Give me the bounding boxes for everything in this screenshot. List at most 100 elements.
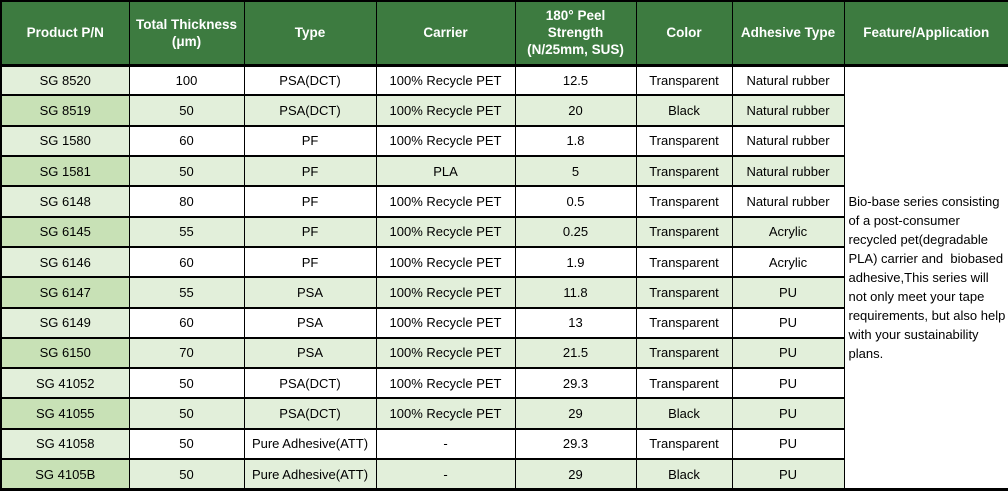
cell-peel-strength: 5 — [514, 154, 637, 188]
cell-carrier: 100% Recycle PET — [375, 245, 516, 279]
cell-product-pn: SG 6150 — [0, 336, 130, 370]
cell-peel-strength: 29 — [514, 397, 637, 430]
cell-carrier: 100% Recycle PET — [375, 276, 516, 309]
cell-color: Transparent — [635, 276, 733, 309]
cell-peel-strength: 0.5 — [514, 185, 637, 218]
cell-type: PSA — [243, 336, 377, 370]
cell-carrier: - — [375, 427, 516, 461]
cell-product-pn: SG 4105B — [0, 458, 130, 491]
col-header-product-pn: Product P/N — [0, 0, 130, 67]
cell-carrier: 100% Recycle PET — [375, 397, 516, 430]
table-row: SG 1581 50 PF PLA 5 Transparent Natural … — [0, 154, 1008, 188]
table-row: SG 6149 60 PSA 100% Recycle PET 13 Trans… — [0, 306, 1008, 339]
cell-type: PF — [243, 215, 377, 248]
cell-carrier: 100% Recycle PET — [375, 215, 516, 248]
cell-adhesive-type: Natural rubber — [731, 124, 845, 157]
cell-carrier: 100% Recycle PET — [375, 367, 516, 400]
table-row: SG 4105B 50 Pure Adhesive(ATT) - 29 Blac… — [0, 458, 1008, 491]
cell-product-pn: SG 1581 — [0, 154, 130, 188]
cell-adhesive-type: PU — [731, 367, 845, 400]
table-row: SG 41055 50 PSA(DCT) 100% Recycle PET 29… — [0, 397, 1008, 430]
table-row: SG 8520 100 PSA(DCT) 100% Recycle PET 12… — [0, 63, 1008, 491]
cell-peel-strength: 29.3 — [514, 427, 637, 461]
table-row: SG 6145 55 PF 100% Recycle PET 0.25 Tran… — [0, 215, 1008, 248]
cell-adhesive-type: Natural rubber — [731, 94, 845, 127]
cell-type: PSA(DCT) — [243, 94, 377, 127]
cell-thickness: 50 — [128, 397, 245, 430]
cell-product-pn: SG 1580 — [0, 124, 130, 157]
cell-color: Transparent — [635, 306, 733, 339]
cell-type: PF — [243, 185, 377, 218]
table-row: SG 41052 50 PSA(DCT) 100% Recycle PET 29… — [0, 367, 1008, 400]
cell-carrier: 100% Recycle PET — [375, 124, 516, 157]
cell-carrier: 100% Recycle PET — [375, 185, 516, 218]
cell-carrier: 100% Recycle PET — [375, 336, 516, 370]
cell-thickness: 60 — [128, 306, 245, 339]
cell-thickness: 50 — [128, 427, 245, 461]
cell-carrier: PLA — [375, 154, 516, 188]
cell-peel-strength: 29.3 — [514, 367, 637, 400]
cell-carrier: 100% Recycle PET — [375, 63, 516, 97]
cell-color: Transparent — [635, 336, 733, 370]
cell-type: PF — [243, 124, 377, 157]
col-header-carrier: Carrier — [375, 0, 516, 67]
cell-peel-strength: 20 — [514, 94, 637, 127]
cell-adhesive-type: Acrylic — [731, 245, 845, 279]
cell-color: Transparent — [635, 124, 733, 157]
cell-thickness: 50 — [128, 94, 245, 127]
cell-adhesive-type: PU — [731, 306, 845, 339]
cell-type: PSA(DCT) — [243, 397, 377, 430]
cell-carrier: - — [375, 458, 516, 491]
feature-application-cell: Bio-base series consisting of a post-con… — [843, 64, 1008, 491]
cell-peel-strength: 29 — [514, 458, 637, 491]
cell-type: Pure Adhesive(ATT) — [243, 427, 377, 461]
cell-peel-strength: 1.8 — [514, 124, 637, 157]
col-header-peel-strength: 180° Peel Strength (N/25mm, SUS) — [514, 0, 637, 67]
cell-thickness: 55 — [128, 276, 245, 309]
cell-adhesive-type: Natural rubber — [731, 63, 845, 97]
cell-color: Black — [635, 397, 733, 430]
cell-color: Black — [635, 458, 733, 491]
cell-peel-strength: 0.25 — [514, 215, 637, 248]
cell-adhesive-type: PU — [731, 427, 845, 461]
cell-product-pn: SG 6149 — [0, 306, 130, 339]
cell-product-pn: SG 8519 — [0, 94, 130, 127]
cell-peel-strength: 1.9 — [514, 245, 637, 279]
cell-type: PSA — [243, 306, 377, 339]
cell-peel-strength: 21.5 — [514, 336, 637, 370]
cell-product-pn: SG 41058 — [0, 427, 130, 461]
cell-product-pn: SG 6145 — [0, 215, 130, 248]
table-row: SG 8519 50 PSA(DCT) 100% Recycle PET 20 … — [0, 94, 1008, 127]
cell-thickness: 100 — [128, 63, 245, 97]
table-row: SG 6148 80 PF 100% Recycle PET 0.5 Trans… — [0, 185, 1008, 218]
cell-thickness: 50 — [128, 367, 245, 400]
cell-carrier: 100% Recycle PET — [375, 94, 516, 127]
cell-type: PSA(DCT) — [243, 63, 377, 97]
cell-color: Transparent — [635, 215, 733, 248]
cell-product-pn: SG 6148 — [0, 185, 130, 218]
cell-product-pn: SG 6146 — [0, 245, 130, 279]
cell-thickness: 55 — [128, 215, 245, 248]
cell-adhesive-type: PU — [731, 336, 845, 370]
table-row: SG 41058 50 Pure Adhesive(ATT) - 29.3 Tr… — [0, 427, 1008, 461]
cell-adhesive-type: Acrylic — [731, 215, 845, 248]
col-header-total-thickness: Total Thickness (μm) — [128, 0, 245, 67]
cell-color: Transparent — [635, 185, 733, 218]
cell-thickness: 80 — [128, 185, 245, 218]
cell-color: Transparent — [635, 245, 733, 279]
cell-carrier: 100% Recycle PET — [375, 306, 516, 339]
cell-color: Transparent — [635, 63, 733, 97]
cell-peel-strength: 12.5 — [514, 63, 637, 97]
col-header-color: Color — [635, 0, 733, 67]
cell-thickness: 50 — [128, 154, 245, 188]
cell-type: PF — [243, 245, 377, 279]
table-row: SG 6146 60 PF 100% Recycle PET 1.9 Trans… — [0, 245, 1008, 279]
cell-thickness: 50 — [128, 458, 245, 491]
cell-type: PF — [243, 154, 377, 188]
cell-thickness: 60 — [128, 245, 245, 279]
cell-peel-strength: 11.8 — [514, 276, 637, 309]
cell-type: Pure Adhesive(ATT) — [243, 458, 377, 491]
cell-thickness: 60 — [128, 124, 245, 157]
